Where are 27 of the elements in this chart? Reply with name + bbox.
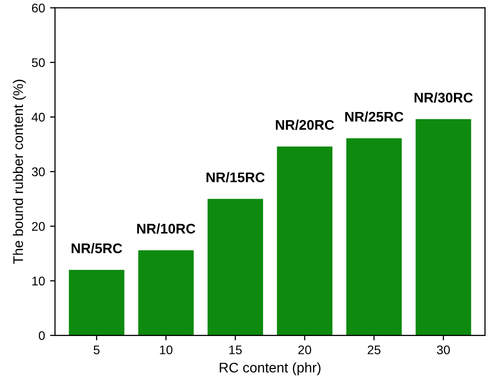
y-tick-label: 30 <box>32 167 45 176</box>
annotation: NR/30RC <box>414 92 473 103</box>
bar <box>208 198 264 336</box>
x-tick-label: 20 <box>298 345 312 354</box>
y-tick-label: 50 <box>32 58 45 68</box>
x-tick-label: 10 <box>160 345 172 354</box>
annotation: NR/20RC <box>276 120 334 130</box>
annotation: NR/15RC <box>206 172 265 182</box>
bar <box>68 270 124 336</box>
y-tick-label: 20 <box>32 222 45 231</box>
bar <box>416 119 472 336</box>
x-tick-label: 15 <box>229 346 242 354</box>
bar <box>276 146 332 336</box>
annotation: NR/10RC <box>137 223 196 234</box>
x-tick-label: 30 <box>436 345 450 354</box>
bar <box>138 250 194 336</box>
y-tick-label: 0 <box>38 331 45 340</box>
x-axis-title: RC content (phr) <box>220 362 320 376</box>
y-tick-label: 10 <box>32 276 45 286</box>
annotation: NR/25RC <box>345 111 404 122</box>
annotation: NR/5RC <box>72 243 122 254</box>
bar <box>346 138 402 336</box>
x-tick-label: 5 <box>94 346 100 354</box>
y-axis-title: The bound rubber content (%) <box>12 80 26 264</box>
y-tick-label: 60 <box>32 4 45 12</box>
y-tick-label: 40 <box>32 112 45 122</box>
x-tick-label: 25 <box>368 345 380 354</box>
